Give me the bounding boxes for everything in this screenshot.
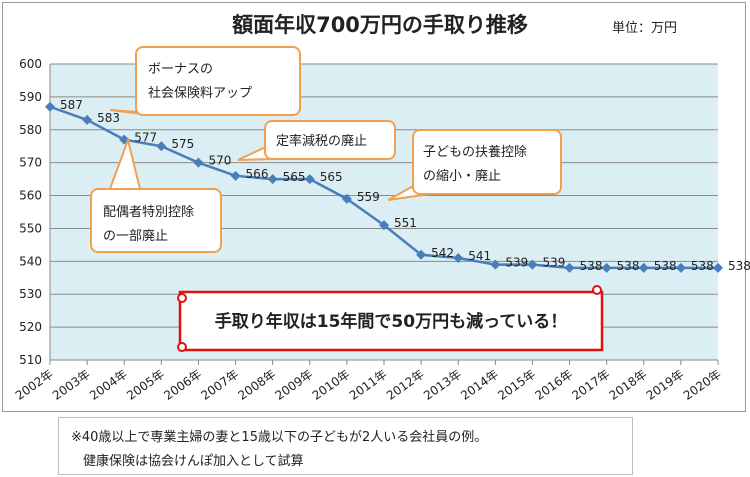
footnote-line-1: ※40歳以上で専業主婦の妻と15歳以下の子どもが2人いる会社員の例。 bbox=[71, 430, 488, 445]
data-point bbox=[267, 174, 278, 185]
data-point bbox=[193, 157, 204, 168]
y-tick-label: 580 bbox=[19, 123, 42, 137]
callout-2: 定率減税の廃止 bbox=[237, 120, 396, 161]
x-tick-label: 2018年 bbox=[607, 367, 650, 403]
callout-text: 社会保険料アップ bbox=[148, 85, 252, 101]
x-tick-label: 2007年 bbox=[198, 367, 241, 403]
y-tick-label: 540 bbox=[19, 254, 42, 268]
data-label: 541 bbox=[468, 249, 491, 263]
x-tick-label: 2009年 bbox=[273, 367, 316, 403]
x-axis: 2002年2003年2004年2005年2006年2007年2008年2009年… bbox=[13, 367, 724, 403]
data-point bbox=[230, 170, 241, 181]
data-point bbox=[713, 262, 723, 273]
y-tick-label: 560 bbox=[19, 189, 42, 203]
y-tick-label: 530 bbox=[19, 287, 42, 301]
x-tick-label: 2004年 bbox=[87, 367, 130, 403]
data-point bbox=[490, 259, 501, 270]
x-tick-label: 2008年 bbox=[236, 367, 279, 403]
series-main bbox=[45, 101, 723, 273]
footnote-box: ※40歳以上で専業主婦の妻と15歳以下の子どもが2人いる会社員の例。 健康保険は… bbox=[58, 417, 633, 475]
unit-label: 単位：万円 bbox=[612, 20, 677, 36]
data-point bbox=[416, 249, 427, 260]
data-label: 577 bbox=[134, 131, 157, 145]
banner-scroll-end bbox=[592, 285, 602, 295]
x-tick-label: 2005年 bbox=[124, 367, 167, 403]
data-label: 566 bbox=[246, 167, 269, 181]
chart-title: 額面年収700万円の手取り推移 bbox=[231, 13, 528, 37]
data-label: 542 bbox=[431, 246, 454, 260]
x-tick-label: 2006年 bbox=[161, 367, 204, 403]
callout-text: 配偶者特別控除 bbox=[103, 205, 194, 220]
x-tick-label: 2014年 bbox=[458, 367, 501, 403]
x-tick-label: 2016年 bbox=[532, 367, 575, 403]
banner-scroll-end bbox=[177, 342, 187, 352]
x-tick-label: 2003年 bbox=[50, 367, 93, 403]
line-chart: 額面年収700万円の手取り推移 単位：万円 510 520 530 540 550 560… bbox=[13, 13, 750, 403]
data-label: 538 bbox=[691, 259, 714, 273]
data-point bbox=[675, 262, 686, 273]
x-tick-label: 2013年 bbox=[421, 367, 464, 403]
y-tick-label: 510 bbox=[19, 353, 42, 367]
data-point bbox=[82, 114, 93, 125]
y-axis: 510 520 530 540 550 560 570 580 590 600 bbox=[19, 57, 42, 367]
y-tick-label: 570 bbox=[19, 156, 42, 170]
data-label: 575 bbox=[171, 137, 194, 151]
data-label: 570 bbox=[208, 154, 231, 168]
callouts: ボーナスの社会保険料アップ定率減税の廃止子どもの扶養控除の縮小・廃止配偶者特別控… bbox=[90, 46, 562, 253]
callout-box bbox=[412, 129, 562, 195]
data-label: 538 bbox=[580, 259, 603, 273]
data-point bbox=[341, 193, 352, 204]
data-point bbox=[638, 262, 649, 273]
banner-scroll-end bbox=[177, 293, 187, 303]
data-label: 587 bbox=[60, 98, 83, 112]
data-label: 538 bbox=[728, 259, 750, 273]
footnote-line-2: 健康保険は協会けんぽ加入として試算 bbox=[83, 454, 304, 469]
callout-box bbox=[264, 120, 396, 160]
y-tick-label: 550 bbox=[19, 221, 42, 235]
callout-text: 定率減税の廃止 bbox=[276, 133, 367, 149]
data-label: 539 bbox=[505, 256, 528, 270]
data-point bbox=[45, 101, 55, 112]
data-label: 551 bbox=[394, 216, 417, 230]
data-point bbox=[453, 253, 464, 264]
data-point bbox=[564, 262, 575, 273]
x-tick-label: 2012年 bbox=[384, 367, 427, 403]
summary-banner: 手取り年収は15年間で50万円も減っている！ bbox=[177, 285, 604, 352]
data-label: 565 bbox=[283, 170, 306, 184]
data-point bbox=[379, 220, 389, 231]
data-point bbox=[119, 134, 130, 145]
data-label: 538 bbox=[617, 259, 640, 273]
callout-text: ボーナスの bbox=[148, 62, 213, 77]
summary-banner-box bbox=[178, 290, 604, 352]
data-label: 583 bbox=[97, 111, 120, 125]
x-tick-label: 2019年 bbox=[644, 367, 687, 403]
data-labels: 587 583 577 575 570 566 565 565 559 551 542 541 539 5… bbox=[60, 98, 750, 273]
data-label: 539 bbox=[542, 256, 565, 270]
data-point bbox=[156, 141, 167, 152]
x-tick-label: 2011年 bbox=[347, 367, 390, 403]
x-tick-label: 2017年 bbox=[570, 367, 613, 403]
callout-text: の縮小・廃止 bbox=[423, 168, 501, 184]
summary-banner-text: 手取り年収は15年間で50万円も減っている！ bbox=[215, 311, 567, 332]
callout-text: 子どもの扶養控除 bbox=[423, 144, 527, 160]
callout-box bbox=[135, 46, 301, 116]
y-tick-label: 600 bbox=[19, 57, 42, 71]
data-label: 565 bbox=[320, 170, 343, 184]
data-point bbox=[601, 262, 612, 273]
y-tick-label: 590 bbox=[19, 90, 42, 104]
data-point bbox=[527, 259, 538, 270]
x-tick-label: 2020年 bbox=[681, 367, 724, 403]
x-tick-label: 2015年 bbox=[495, 367, 538, 403]
callout-text: の一部廃止 bbox=[103, 228, 168, 244]
callout-box bbox=[90, 188, 222, 253]
y-tick-label: 520 bbox=[19, 320, 42, 334]
data-label: 538 bbox=[654, 259, 677, 273]
x-tick-label: 2010年 bbox=[310, 367, 353, 403]
data-label: 559 bbox=[357, 190, 380, 204]
x-tick-label: 2002年 bbox=[13, 367, 56, 403]
data-point bbox=[304, 174, 315, 185]
